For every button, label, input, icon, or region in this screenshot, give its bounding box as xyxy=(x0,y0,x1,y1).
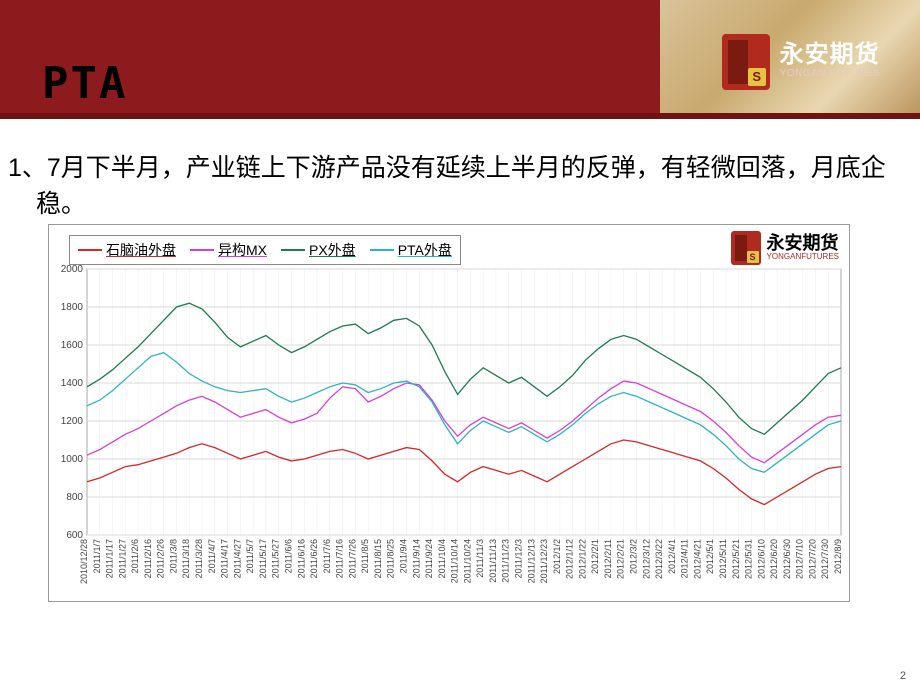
svg-text:2011/4/27: 2011/4/27 xyxy=(232,539,242,578)
svg-text:1400: 1400 xyxy=(61,378,84,389)
chart-legend: 石脑油外盘 异构MX PX外盘 PTA外盘 xyxy=(69,235,461,265)
svg-text:2012/1/22: 2012/1/22 xyxy=(577,539,587,579)
chart-container: 6008001000120014001600180020002010/12/28… xyxy=(48,224,850,602)
svg-text:1600: 1600 xyxy=(61,340,84,351)
svg-text:1200: 1200 xyxy=(61,416,84,427)
svg-text:2012/6/20: 2012/6/20 xyxy=(769,539,779,579)
svg-text:2011/12/23: 2011/12/23 xyxy=(539,539,549,583)
logo-cn: 永安期货 xyxy=(780,43,880,67)
legend-item: PTA外盘 xyxy=(370,240,452,260)
svg-text:2011/9/14: 2011/9/14 xyxy=(411,539,421,578)
svg-text:2011/6/6: 2011/6/6 xyxy=(283,539,293,573)
svg-text:2012/3/2: 2012/3/2 xyxy=(629,539,639,574)
svg-text:2011/9/4: 2011/9/4 xyxy=(398,539,408,573)
svg-text:2012/6/30: 2012/6/30 xyxy=(782,539,792,579)
legend-swatch xyxy=(190,249,214,251)
svg-text:2011/12/3: 2011/12/3 xyxy=(514,539,524,578)
legend-label: PTA外盘 xyxy=(398,240,452,260)
svg-text:2011/7/16: 2011/7/16 xyxy=(335,539,345,578)
svg-text:2012/3/22: 2012/3/22 xyxy=(654,539,664,579)
body-text: 1、7月下半月，产业链上下游产品没有延续上半月的反弹，有轻微回落，月底企 稳。 xyxy=(8,150,908,223)
svg-text:2011/10/24: 2011/10/24 xyxy=(462,539,472,583)
svg-text:2011/3/18: 2011/3/18 xyxy=(181,539,191,578)
svg-text:1000: 1000 xyxy=(61,454,84,465)
logo-mark-icon xyxy=(722,34,770,90)
svg-text:2011/12/13: 2011/12/13 xyxy=(526,539,536,583)
svg-text:2012/5/31: 2012/5/31 xyxy=(744,539,754,579)
slide-header: PTA 永安期货 YONGAN FUTURES xyxy=(0,0,920,119)
svg-text:2011/3/28: 2011/3/28 xyxy=(194,539,204,578)
legend-label: 异构MX xyxy=(218,240,267,260)
page-title: PTA xyxy=(42,58,127,109)
svg-text:2011/11/3: 2011/11/3 xyxy=(475,539,485,578)
svg-text:2012/4/1: 2012/4/1 xyxy=(667,539,677,574)
svg-text:2012/5/1: 2012/5/1 xyxy=(705,539,715,574)
svg-text:1800: 1800 xyxy=(61,302,84,313)
svg-text:2012/2/1: 2012/2/1 xyxy=(590,539,600,574)
svg-text:2011/2/16: 2011/2/16 xyxy=(143,539,153,578)
svg-text:2012/7/30: 2012/7/30 xyxy=(820,539,830,579)
svg-text:2011/7/26: 2011/7/26 xyxy=(347,539,357,578)
svg-text:2011/8/15: 2011/8/15 xyxy=(373,539,383,578)
logo-text: 永安期货 YONGAN FUTURES xyxy=(780,43,880,81)
logo-small-cn: 永安期货 xyxy=(767,234,839,252)
logo-en: YONGAN FUTURES xyxy=(780,67,880,81)
header-underbar xyxy=(0,113,920,119)
svg-text:2011/2/6: 2011/2/6 xyxy=(130,539,140,573)
svg-text:2010/12/28: 2010/12/28 xyxy=(79,539,89,584)
svg-text:2011/4/17: 2011/4/17 xyxy=(220,539,230,578)
svg-text:2011/6/16: 2011/6/16 xyxy=(296,539,306,578)
legend-swatch xyxy=(281,249,305,251)
svg-text:2000: 2000 xyxy=(61,264,84,275)
svg-text:2012/7/10: 2012/7/10 xyxy=(795,539,805,579)
legend-label: PX外盘 xyxy=(309,240,356,260)
svg-text:2011/10/14: 2011/10/14 xyxy=(450,539,460,583)
legend-swatch xyxy=(370,249,394,251)
svg-text:2012/5/11: 2012/5/11 xyxy=(718,539,728,578)
svg-text:2011/5/17: 2011/5/17 xyxy=(258,539,268,578)
body-line2: 稳。 xyxy=(8,186,908,222)
legend-label: 石脑油外盘 xyxy=(106,240,176,260)
svg-text:2011/8/25: 2011/8/25 xyxy=(386,539,396,578)
svg-text:2011/10/4: 2011/10/4 xyxy=(437,539,447,578)
legend-item: 石脑油外盘 xyxy=(78,240,176,260)
svg-text:2011/3/8: 2011/3/8 xyxy=(168,539,178,573)
svg-text:2011/1/27: 2011/1/27 xyxy=(117,539,127,578)
svg-text:2011/11/13: 2011/11/13 xyxy=(488,539,498,583)
svg-text:2012/4/11: 2012/4/11 xyxy=(680,539,690,578)
logo-small-text: 永安期货 YONGANFUTURES xyxy=(767,234,839,262)
svg-text:2011/9/24: 2011/9/24 xyxy=(424,539,434,578)
svg-text:2012/4/21: 2012/4/21 xyxy=(692,539,702,579)
svg-text:2012/1/2: 2012/1/2 xyxy=(552,539,562,574)
svg-text:2012/6/10: 2012/6/10 xyxy=(756,539,766,579)
svg-text:2011/5/7: 2011/5/7 xyxy=(245,539,255,573)
logo-small: 永安期货 YONGANFUTURES xyxy=(731,231,839,265)
svg-text:2012/8/9: 2012/8/9 xyxy=(833,539,843,574)
svg-text:2011/6/26: 2011/6/26 xyxy=(309,539,319,578)
svg-text:2011/8/5: 2011/8/5 xyxy=(360,539,370,573)
legend-swatch xyxy=(78,249,102,251)
svg-text:800: 800 xyxy=(66,492,83,503)
body-line1: 1、7月下半月，产业链上下游产品没有延续上半月的反弹，有轻微回落，月底企 xyxy=(8,154,886,182)
svg-text:2012/2/11: 2012/2/11 xyxy=(603,539,613,578)
svg-text:2012/1/12: 2012/1/12 xyxy=(565,539,575,579)
line-chart: 6008001000120014001600180020002010/12/28… xyxy=(49,225,849,601)
svg-text:2011/4/7: 2011/4/7 xyxy=(207,539,217,573)
svg-text:2011/1/17: 2011/1/17 xyxy=(105,539,115,578)
svg-text:2011/5/27: 2011/5/27 xyxy=(271,539,281,578)
legend-item: PX外盘 xyxy=(281,240,356,260)
svg-text:2012/3/12: 2012/3/12 xyxy=(641,539,651,579)
page-number: 2 xyxy=(900,670,906,682)
svg-text:2011/7/6: 2011/7/6 xyxy=(322,539,332,573)
legend-item: 异构MX xyxy=(190,240,267,260)
logo-small-mark-icon xyxy=(731,231,761,265)
svg-text:2011/11/23: 2011/11/23 xyxy=(501,539,511,583)
logo-small-en: YONGANFUTURES xyxy=(767,252,839,262)
logo-large: 永安期货 YONGAN FUTURES xyxy=(722,34,880,90)
svg-text:2012/2/21: 2012/2/21 xyxy=(616,539,626,579)
svg-text:2012/5/21: 2012/5/21 xyxy=(731,539,741,579)
svg-text:2011/1/7: 2011/1/7 xyxy=(92,539,102,573)
svg-text:2012/7/20: 2012/7/20 xyxy=(807,539,817,579)
svg-text:2011/2/26: 2011/2/26 xyxy=(156,539,166,578)
